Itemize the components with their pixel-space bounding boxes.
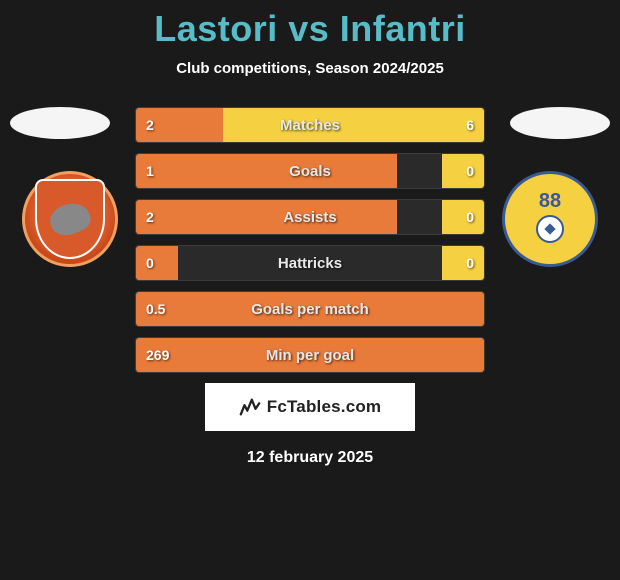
right-club-badge: 88 [502, 171, 598, 267]
page-title: Lastori vs Infantri [0, 0, 620, 50]
stat-row: 269Min per goal [135, 337, 485, 373]
left-club-badge [22, 171, 118, 267]
stat-label: Assists [136, 209, 484, 226]
stat-label: Matches [136, 117, 484, 134]
stat-row: 2Assists0 [135, 199, 485, 235]
left-player-ellipse [10, 107, 110, 139]
stat-row: 0.5Goals per match [135, 291, 485, 327]
stat-row: 1Goals0 [135, 153, 485, 189]
stat-row: 0Hattricks0 [135, 245, 485, 281]
subtitle: Club competitions, Season 2024/2025 [0, 60, 620, 77]
stat-label: Goals [136, 163, 484, 180]
badge-number: 88 [539, 190, 561, 213]
shield-icon [35, 179, 105, 259]
stat-label: Hattricks [136, 255, 484, 272]
soccer-ball-icon [536, 215, 564, 243]
brand-text: FcTables.com [267, 397, 382, 417]
stat-row: 2Matches6 [135, 107, 485, 143]
dolphin-icon [46, 198, 94, 240]
comparison-area: 88 2Matches6 1Goals0 2Assists0 0Hattricks0 0… [0, 107, 620, 467]
date-label: 12 february 2025 [0, 449, 620, 467]
stats-column: 2Matches6 1Goals0 2Assists0 0Hattricks0 0.5G… [135, 107, 485, 373]
stat-label: Goals per match [136, 301, 484, 318]
brand-icon [239, 396, 261, 418]
right-player-ellipse [510, 107, 610, 139]
brand-box[interactable]: FcTables.com [205, 383, 415, 431]
stat-label: Min per goal [136, 347, 484, 364]
